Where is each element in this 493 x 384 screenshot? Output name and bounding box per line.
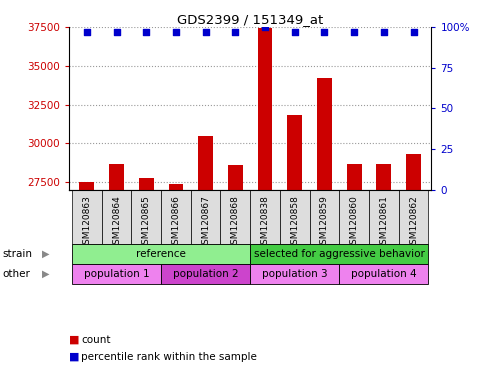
Text: GSM120838: GSM120838 — [260, 195, 270, 250]
Point — [142, 29, 150, 35]
Point — [410, 29, 418, 35]
Text: GSM120863: GSM120863 — [82, 195, 91, 250]
Text: GSM120860: GSM120860 — [350, 195, 358, 250]
Point — [350, 29, 358, 35]
Bar — [228, 165, 243, 190]
Text: population 1: population 1 — [84, 269, 149, 279]
Text: GSM120862: GSM120862 — [409, 195, 418, 250]
Text: strain: strain — [2, 249, 33, 259]
Text: GSM120858: GSM120858 — [290, 195, 299, 250]
Bar — [258, 28, 273, 190]
Text: count: count — [81, 335, 111, 345]
Bar — [161, 264, 250, 284]
Text: reference: reference — [136, 249, 186, 259]
Bar — [161, 190, 191, 244]
Bar — [250, 264, 339, 284]
Bar — [280, 190, 310, 244]
Text: population 4: population 4 — [351, 269, 417, 279]
Point — [380, 29, 388, 35]
Bar — [79, 182, 94, 190]
Bar — [377, 164, 391, 190]
Text: GSM120864: GSM120864 — [112, 195, 121, 250]
Bar — [369, 190, 399, 244]
Point — [83, 29, 91, 35]
Point — [320, 29, 328, 35]
Bar — [250, 244, 428, 264]
Text: GSM120867: GSM120867 — [201, 195, 210, 250]
Bar — [102, 190, 132, 244]
Point — [202, 29, 210, 35]
Point — [172, 29, 180, 35]
Bar — [132, 190, 161, 244]
Text: percentile rank within the sample: percentile rank within the sample — [81, 352, 257, 362]
Bar — [317, 78, 332, 190]
Bar — [72, 264, 161, 284]
Text: GSM120861: GSM120861 — [379, 195, 388, 250]
Text: GSM120859: GSM120859 — [320, 195, 329, 250]
Text: ▶: ▶ — [42, 269, 50, 279]
Text: population 2: population 2 — [173, 269, 239, 279]
Point — [231, 29, 239, 35]
Text: GSM120868: GSM120868 — [231, 195, 240, 250]
Bar — [339, 264, 428, 284]
Bar — [72, 190, 102, 244]
Bar — [191, 190, 220, 244]
Bar — [109, 164, 124, 190]
Text: other: other — [2, 269, 31, 279]
Bar — [169, 184, 183, 190]
Title: GDS2399 / 151349_at: GDS2399 / 151349_at — [177, 13, 323, 26]
Text: GSM120865: GSM120865 — [142, 195, 151, 250]
Bar — [406, 154, 421, 190]
Text: GSM120866: GSM120866 — [172, 195, 180, 250]
Bar — [287, 116, 302, 190]
Point — [291, 29, 299, 35]
Text: selected for aggressive behavior: selected for aggressive behavior — [254, 249, 425, 259]
Bar — [347, 164, 361, 190]
Bar — [310, 190, 339, 244]
Point — [261, 24, 269, 30]
Bar — [339, 190, 369, 244]
Bar — [399, 190, 428, 244]
Text: ▶: ▶ — [42, 249, 50, 259]
Bar — [250, 190, 280, 244]
Bar — [139, 177, 154, 190]
Text: ■: ■ — [69, 352, 79, 362]
Bar — [220, 190, 250, 244]
Text: ■: ■ — [69, 335, 79, 345]
Point — [112, 29, 120, 35]
Bar — [198, 136, 213, 190]
Bar — [72, 244, 250, 264]
Text: population 3: population 3 — [262, 269, 327, 279]
